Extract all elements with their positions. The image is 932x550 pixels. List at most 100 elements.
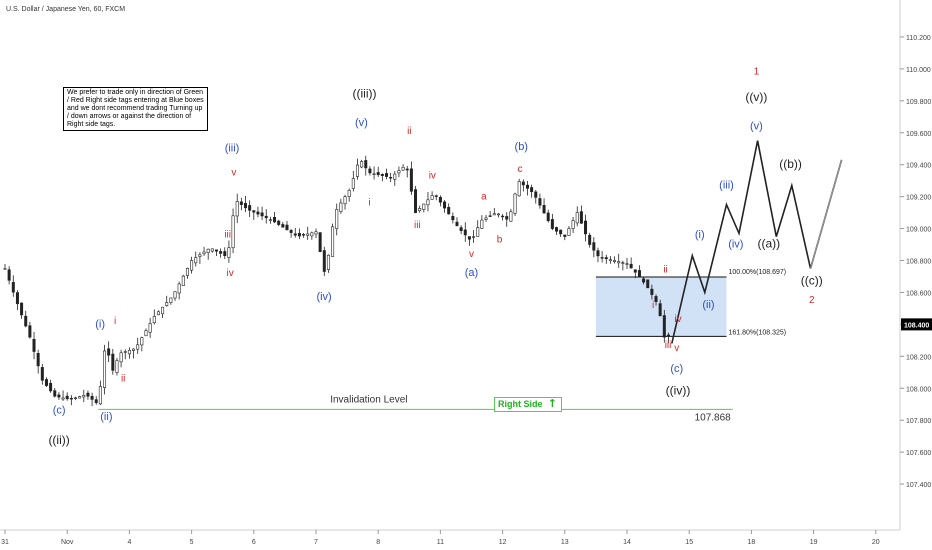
candle-body xyxy=(90,395,94,400)
y-axis[interactable]: 110.200 110.000 109.800 109.600 109.400 109.2… xyxy=(899,0,932,530)
candle-body xyxy=(152,316,156,324)
invalidation-value: 107.868 xyxy=(695,412,732,423)
candle-body xyxy=(600,257,604,259)
wave-label: v xyxy=(469,249,474,260)
candle-body xyxy=(393,173,397,180)
y-tick-label: 109.800 xyxy=(906,99,931,106)
candle-body xyxy=(443,201,447,209)
wave-label: ((ii)) xyxy=(48,433,69,447)
wave-label: i xyxy=(652,300,654,311)
candle-body xyxy=(447,207,451,215)
candle-body xyxy=(119,352,123,363)
candle-body xyxy=(650,288,654,295)
x-tick-label: 14 xyxy=(623,539,631,546)
candle-body xyxy=(426,199,430,206)
projection-path xyxy=(671,140,843,344)
candle-body xyxy=(633,269,637,273)
invalidation-label: Invalidation Level xyxy=(330,394,407,405)
candle-body xyxy=(592,242,596,251)
x-tick-label: 19 xyxy=(810,539,818,546)
wave-label: (v) xyxy=(355,117,368,129)
x-tick-label: 12 xyxy=(499,539,507,546)
candle-body xyxy=(24,315,28,327)
y-tick-label: 107.800 xyxy=(906,418,931,425)
wave-label: (iv) xyxy=(316,291,331,303)
wave-label: iii xyxy=(224,230,231,241)
candle-body xyxy=(98,386,102,405)
blue-box-layer: 100.00%(108.697) 161.80%(108.325) xyxy=(595,269,787,337)
candle-body xyxy=(654,296,658,302)
candle-body xyxy=(314,231,318,235)
candle-body xyxy=(273,217,277,223)
candle-body xyxy=(310,232,314,237)
wave-label: 1 xyxy=(754,67,760,78)
candle-body xyxy=(331,226,335,257)
x-axis[interactable]: 31 Nov 4 5 6 7 8 11 12 13 14 15 18 19 20 xyxy=(0,529,900,546)
wave-label: v xyxy=(231,167,236,178)
candle-body xyxy=(7,269,11,281)
candle-body xyxy=(248,205,252,211)
candle-body xyxy=(136,344,140,350)
candle-body xyxy=(666,334,670,337)
candle-body xyxy=(364,160,368,169)
x-tick-label: 7 xyxy=(314,539,318,546)
candle-body xyxy=(132,348,136,351)
wave-label: ((iv)) xyxy=(666,384,691,398)
candle-body xyxy=(268,219,272,221)
candle-body xyxy=(53,390,57,397)
y-tick-label: 107.400 xyxy=(906,482,931,489)
candle-body xyxy=(219,251,223,254)
candle-body xyxy=(326,254,330,270)
candle-body xyxy=(414,189,418,213)
candle-body xyxy=(542,205,546,214)
x-tick-label: 20 xyxy=(872,539,880,546)
x-tick-label: 31 xyxy=(1,539,9,546)
wave-label: i xyxy=(368,198,370,209)
y-tick-label: 109.000 xyxy=(906,227,931,234)
candle-body xyxy=(335,209,339,229)
candle-body xyxy=(40,367,44,381)
candle-body xyxy=(397,170,401,174)
y-tick-label: 108.800 xyxy=(906,259,931,266)
candle-body xyxy=(463,229,467,236)
candle-body xyxy=(637,270,641,277)
candle-body xyxy=(277,220,281,225)
x-tick-label: 13 xyxy=(561,539,569,546)
candle-body xyxy=(206,248,210,253)
blue-box-bottom-label: 161.80%(108.325) xyxy=(729,329,787,336)
candle-body xyxy=(260,212,264,217)
candle-body xyxy=(227,247,231,258)
candle-body xyxy=(434,195,438,197)
wave-label: 2 xyxy=(809,295,815,306)
candle-body xyxy=(36,353,40,367)
wave-label: ((iii)) xyxy=(353,87,377,101)
right-side-tag: Right Side ↑ xyxy=(494,397,562,412)
candle-body xyxy=(127,349,131,355)
up-arrow-icon: ↑ xyxy=(547,397,557,410)
candle-body xyxy=(538,198,542,206)
candle-body xyxy=(422,203,426,210)
wave-label: iii xyxy=(414,220,421,231)
invalidation-layer: Invalidation Level 107.868 xyxy=(98,394,733,423)
wave-label: iv xyxy=(227,268,234,279)
candle-body xyxy=(239,201,243,205)
y-tick-label: 109.400 xyxy=(906,163,931,170)
candle-body xyxy=(559,229,563,235)
candle-body xyxy=(575,212,579,224)
wave-label: (iii) xyxy=(719,179,734,191)
wave-label: ((a)) xyxy=(757,237,780,251)
wave-label: (ii) xyxy=(100,411,112,423)
wave-label: iii xyxy=(665,340,672,351)
wave-label: (iv) xyxy=(728,238,743,250)
candle-body xyxy=(252,210,256,213)
candle-body xyxy=(380,174,384,176)
candle-body xyxy=(65,395,69,400)
candle-body xyxy=(181,275,185,286)
candle-body xyxy=(501,215,505,218)
candle-body xyxy=(355,164,359,177)
y-tick-label: 107.600 xyxy=(906,450,931,457)
candle-body xyxy=(625,263,629,265)
candle-body xyxy=(302,234,306,236)
candle-body xyxy=(555,227,559,232)
